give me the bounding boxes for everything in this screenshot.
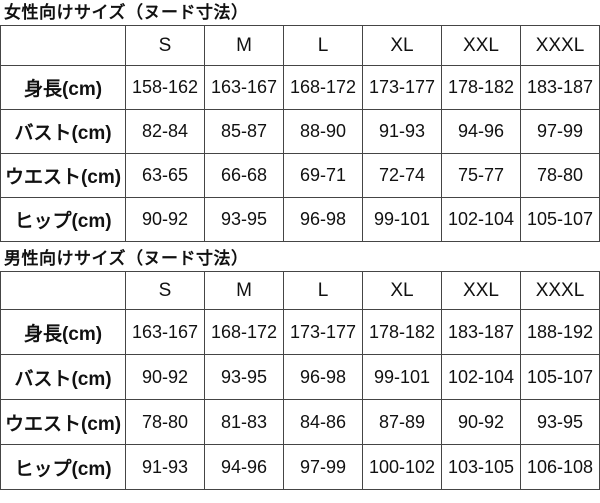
size-value-cell: 102-104	[441, 354, 521, 400]
womens-size-chart: 女性向けサイズ（ヌード寸法） S M L XL XXL XXXL 身長(cm) 158-162…	[0, 2, 600, 242]
size-table-row: バスト(cm) 90-92 93-95 96-98 99-101 102-104 105-1…	[0, 354, 600, 400]
size-value-cell: 88-90	[283, 109, 363, 154]
size-value-cell: 78-80	[520, 153, 600, 198]
size-table-row: 身長(cm) 158-162 163-167 168-172 173-177 178-18…	[0, 65, 600, 110]
size-value-cell: 103-105	[441, 444, 521, 490]
size-column-header: XL	[362, 25, 442, 66]
size-value-cell: 173-177	[283, 309, 363, 355]
size-value-cell: 94-96	[441, 109, 521, 154]
size-table-row: ウエスト(cm) 78-80 81-83 84-86 87-89 90-92 93-95	[0, 399, 600, 445]
size-column-header: XXXL	[520, 25, 600, 66]
measurement-row-label: バスト(cm)	[0, 109, 126, 154]
measurement-row-label: ヒップ(cm)	[0, 197, 126, 242]
size-value-cell: 78-80	[125, 399, 205, 445]
size-value-cell: 63-65	[125, 153, 205, 198]
size-value-cell: 168-172	[204, 309, 284, 355]
size-value-cell: 66-68	[204, 153, 284, 198]
size-value-cell: 90-92	[125, 197, 205, 242]
measurement-row-label: ウエスト(cm)	[0, 399, 126, 445]
size-value-cell: 97-99	[520, 109, 600, 154]
size-value-cell: 72-74	[362, 153, 442, 198]
size-value-cell: 90-92	[441, 399, 521, 445]
size-column-header: M	[204, 25, 284, 66]
size-column-header: L	[283, 271, 363, 310]
size-value-cell: 91-93	[125, 444, 205, 490]
size-value-cell: 183-187	[520, 65, 600, 110]
size-table-row: ヒップ(cm) 91-93 94-96 97-99 100-102 103-105 106-…	[0, 444, 600, 490]
size-value-cell: 163-167	[125, 309, 205, 355]
size-value-cell: 158-162	[125, 65, 205, 110]
size-column-header: XL	[362, 271, 442, 310]
size-value-cell: 93-95	[520, 399, 600, 445]
size-value-cell: 99-101	[362, 197, 442, 242]
size-value-cell: 96-98	[283, 354, 363, 400]
measurement-row-label: バスト(cm)	[0, 354, 126, 400]
womens-chart-title: 女性向けサイズ（ヌード寸法）	[4, 3, 249, 22]
size-value-cell: 84-86	[283, 399, 363, 445]
measurement-row-label: 身長(cm)	[0, 65, 126, 110]
size-value-cell: 94-96	[204, 444, 284, 490]
size-column-header: XXL	[441, 271, 521, 310]
size-column-header: M	[204, 271, 284, 310]
size-column-header: S	[125, 25, 205, 66]
size-value-cell: 85-87	[204, 109, 284, 154]
size-value-cell: 81-83	[204, 399, 284, 445]
corner-cell	[0, 271, 126, 310]
size-value-cell: 90-92	[125, 354, 205, 400]
measurement-row-label: 身長(cm)	[0, 309, 126, 355]
size-value-cell: 82-84	[125, 109, 205, 154]
size-value-cell: 87-89	[362, 399, 442, 445]
size-value-cell: 188-192	[520, 309, 600, 355]
size-table-row: ヒップ(cm) 90-92 93-95 96-98 99-101 102-104 105-1…	[0, 197, 600, 242]
size-table-header-row: S M L XL XXL XXXL	[0, 271, 600, 310]
size-value-cell: 99-101	[362, 354, 442, 400]
size-value-cell: 183-187	[441, 309, 521, 355]
size-value-cell: 102-104	[441, 197, 521, 242]
size-value-cell: 106-108	[520, 444, 600, 490]
size-table-header-row: S M L XL XXL XXXL	[0, 25, 600, 66]
size-table-row: ウエスト(cm) 63-65 66-68 69-71 72-74 75-77 78-80	[0, 153, 600, 198]
measurement-row-label: ヒップ(cm)	[0, 444, 126, 490]
size-value-cell: 100-102	[362, 444, 442, 490]
mens-chart-title: 男性向けサイズ（ヌード寸法）	[4, 249, 249, 268]
womens-size-table: S M L XL XXL XXXL 身長(cm) 158-162 163-167 168-172 1…	[0, 25, 600, 242]
size-value-cell: 93-95	[204, 197, 284, 242]
size-value-cell: 91-93	[362, 109, 442, 154]
size-column-header: XXXL	[520, 271, 600, 310]
mens-size-chart: 男性向けサイズ（ヌード寸法） S M L XL XXL XXXL 身長(cm) 163-167…	[0, 248, 600, 490]
measurement-row-label: ウエスト(cm)	[0, 153, 126, 198]
size-column-header: XXL	[441, 25, 521, 66]
corner-cell	[0, 25, 126, 66]
mens-size-table: S M L XL XXL XXXL 身長(cm) 163-167 168-172 173-177 1…	[0, 271, 600, 490]
size-value-cell: 178-182	[441, 65, 521, 110]
size-value-cell: 75-77	[441, 153, 521, 198]
size-value-cell: 178-182	[362, 309, 442, 355]
size-table-row: バスト(cm) 82-84 85-87 88-90 91-93 94-96 97-99	[0, 109, 600, 154]
size-value-cell: 168-172	[283, 65, 363, 110]
size-value-cell: 97-99	[283, 444, 363, 490]
size-table-row: 身長(cm) 163-167 168-172 173-177 178-182 183-18…	[0, 309, 600, 355]
size-column-header: L	[283, 25, 363, 66]
size-value-cell: 93-95	[204, 354, 284, 400]
size-value-cell: 69-71	[283, 153, 363, 198]
size-value-cell: 105-107	[520, 354, 600, 400]
size-value-cell: 163-167	[204, 65, 284, 110]
size-value-cell: 173-177	[362, 65, 442, 110]
size-column-header: S	[125, 271, 205, 310]
size-value-cell: 105-107	[520, 197, 600, 242]
size-value-cell: 96-98	[283, 197, 363, 242]
